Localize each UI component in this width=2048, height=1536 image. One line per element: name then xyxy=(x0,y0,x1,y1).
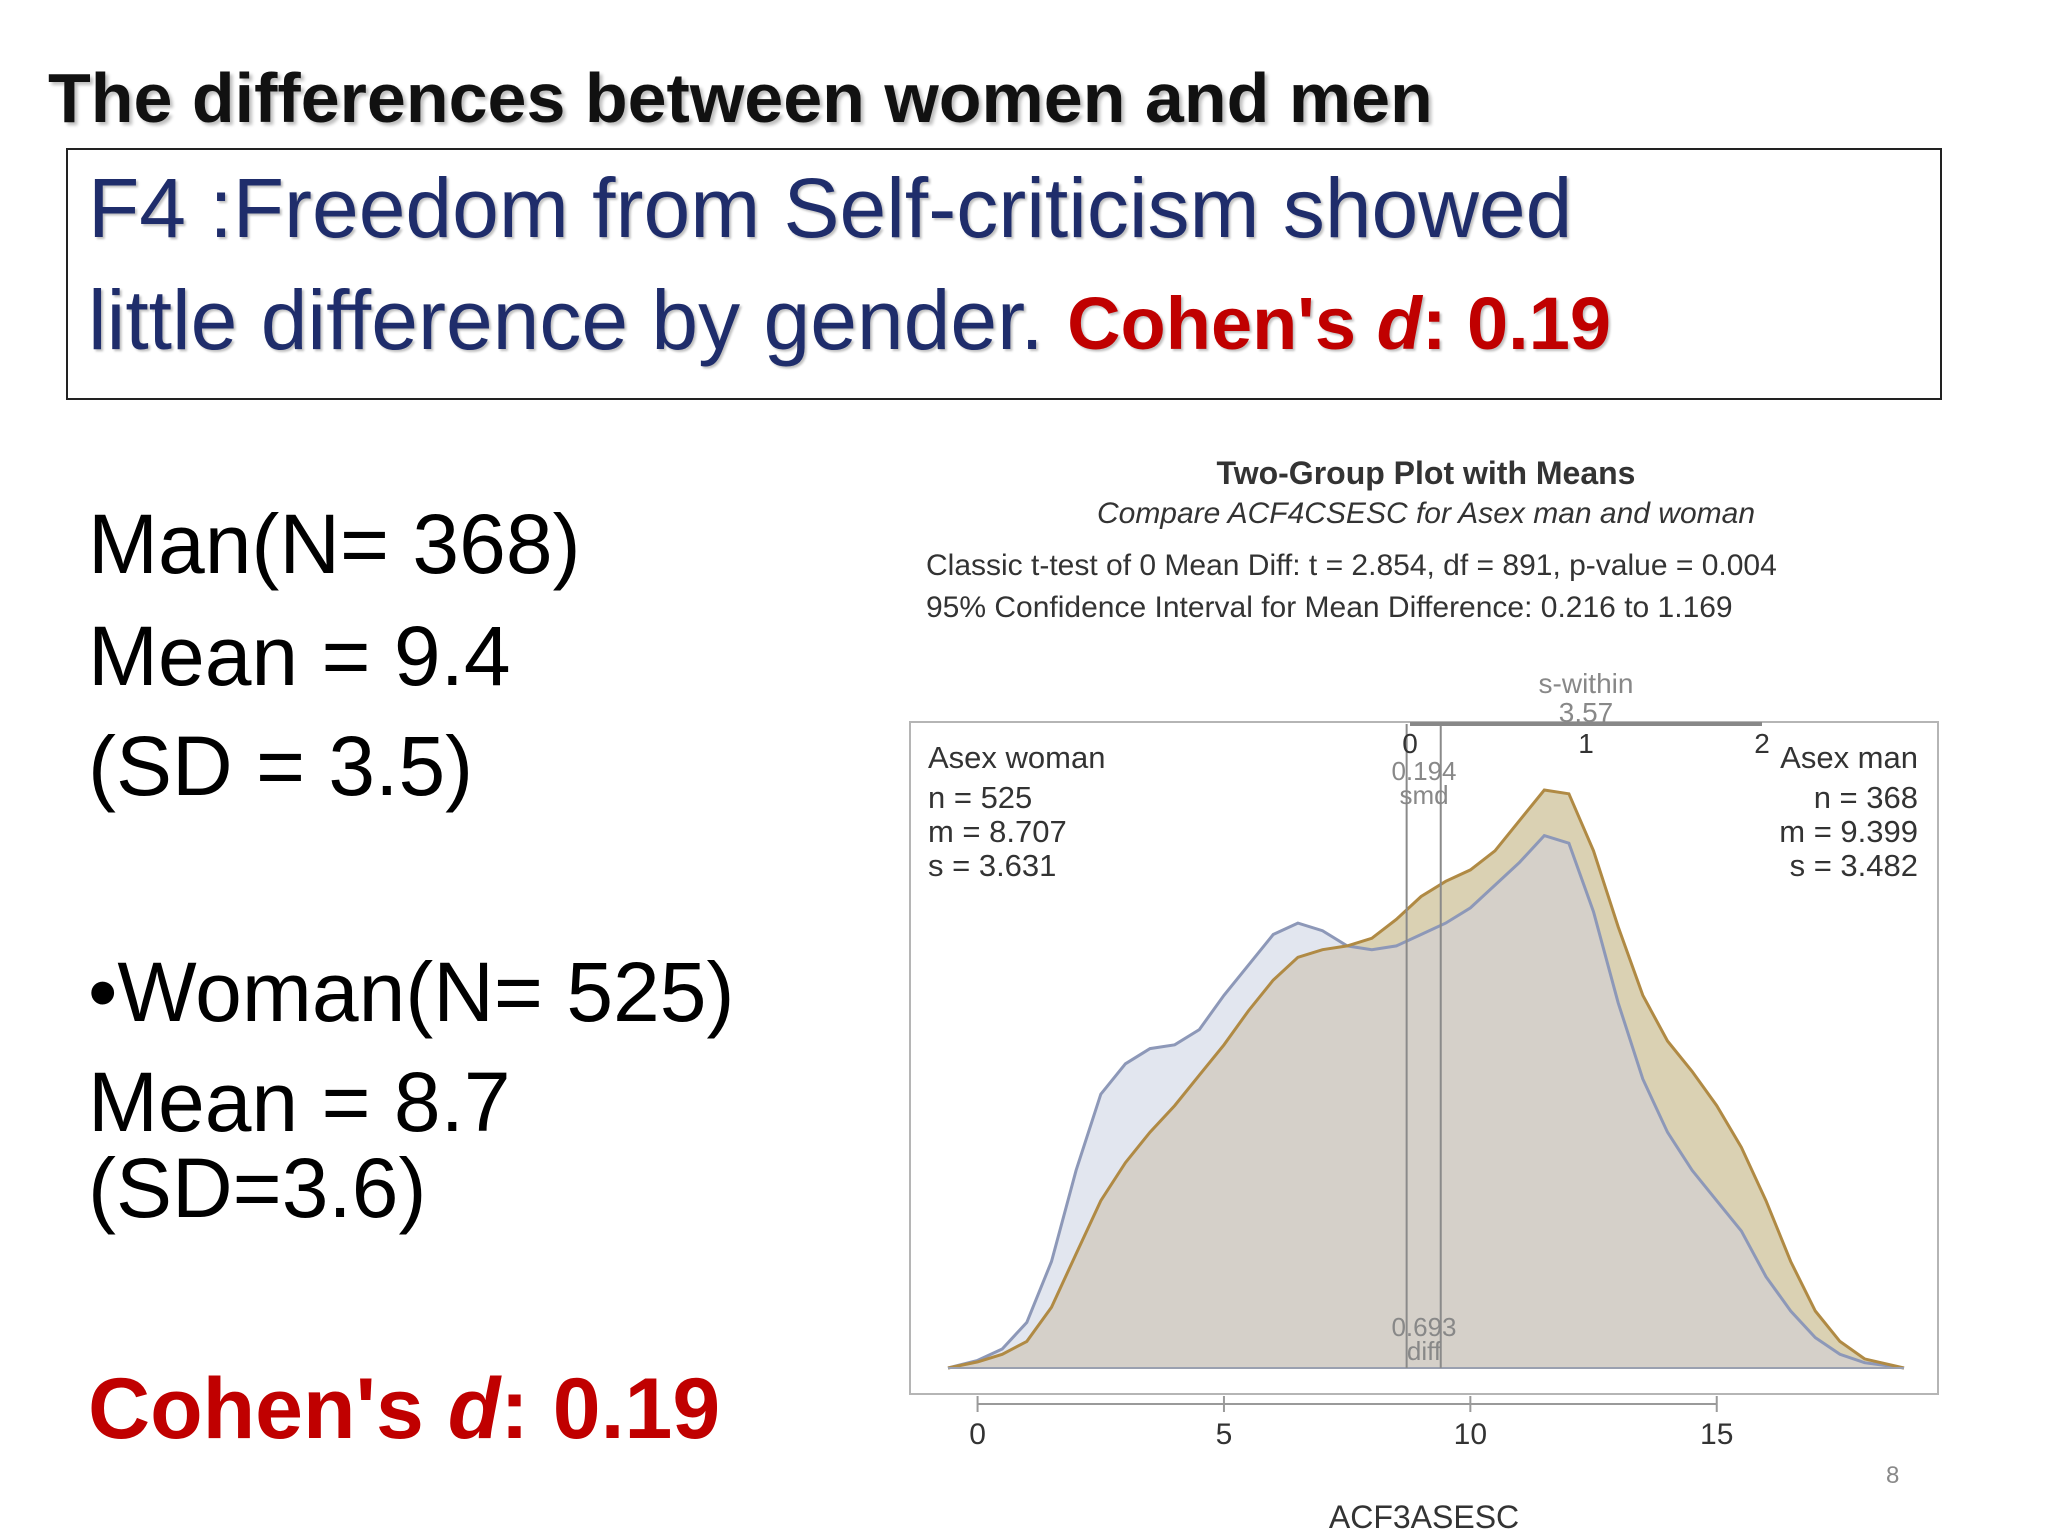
headline-cohen: Cohen's d: 0.19 xyxy=(1067,282,1611,365)
woman-mean: Mean = 8.7 xyxy=(88,1055,511,1149)
slide-title: The differences between women and men xyxy=(48,59,1433,137)
diff-label: diff xyxy=(1407,1336,1442,1366)
ttest-line: Classic t-test of 0 Mean Diff: t = 2.854… xyxy=(926,549,1777,582)
man-group-s: s = 3.482 xyxy=(1790,848,1918,883)
s-within-tick-2: 2 xyxy=(1754,728,1770,759)
density-overlap xyxy=(948,835,1904,1368)
cohen-bottom: Cohen's d: 0.19 xyxy=(88,1360,720,1459)
x-tick-label: 0 xyxy=(969,1418,986,1451)
man-group-name: Asex man xyxy=(1780,740,1918,775)
cohen-bottom-label: Cohen's xyxy=(88,1361,448,1457)
page-number: 8 xyxy=(1886,1462,1900,1489)
s-within-tick-1: 1 xyxy=(1578,728,1594,759)
x-tick-label: 10 xyxy=(1454,1418,1487,1451)
headline-line-2-text: little difference by gender. xyxy=(88,273,1044,367)
headline-box xyxy=(66,148,1942,400)
man-group-m: m = 9.399 xyxy=(1779,814,1918,849)
x-axis-label: ACF3ASESC xyxy=(1329,1499,1519,1535)
x-tick-label: 5 xyxy=(1216,1418,1233,1451)
woman-n: •Woman(N= 525) xyxy=(88,945,735,1039)
density-line-man xyxy=(947,788,1905,1370)
headline-line-2: little difference by gender. Cohen's d: … xyxy=(88,272,1611,369)
x-tick-label: 15 xyxy=(1700,1418,1733,1451)
man-mean: Mean = 9.4 xyxy=(88,609,511,703)
s-within-tick-0: 0 xyxy=(1402,728,1418,759)
smd-label: smd xyxy=(1399,780,1448,810)
woman-group-s: s = 3.631 xyxy=(928,848,1056,883)
x-axis: 0 5 10 15 xyxy=(969,1396,1733,1451)
man-n: Man(N= 368) xyxy=(88,497,581,591)
headline-cohen-d: d xyxy=(1376,282,1422,365)
woman-group-m: m = 8.707 xyxy=(928,814,1067,849)
chart-title: Two-Group Plot with Means xyxy=(1217,455,1636,491)
woman-group-n: n = 525 xyxy=(928,780,1032,815)
woman-sd: (SD=3.6) xyxy=(88,1141,427,1235)
headline-cohen-label: Cohen's xyxy=(1067,282,1377,365)
cohen-bottom-d: d xyxy=(447,1361,501,1457)
headline-cohen-value: : 0.19 xyxy=(1421,282,1612,365)
headline-line-1: F4 :Freedom from Self-criticism showed xyxy=(88,161,1573,255)
man-group-n: n = 368 xyxy=(1814,780,1918,815)
s-within-label: s-within xyxy=(1539,668,1634,699)
chart-subtitle: Compare ACF4CSESC for Asex man and woman xyxy=(1097,497,1755,530)
woman-group-name: Asex woman xyxy=(928,740,1105,775)
cohen-bottom-value: : 0.19 xyxy=(500,1361,721,1457)
diff-value: 0.693 xyxy=(1391,1312,1456,1342)
smd-value: 0.194 xyxy=(1391,756,1456,786)
man-sd: (SD = 3.5) xyxy=(88,719,474,813)
mean-lines xyxy=(1405,724,1442,1368)
ci-line: 95% Confidence Interval for Mean Differe… xyxy=(926,591,1733,624)
density-line-woman xyxy=(947,833,1905,1370)
density-layer xyxy=(947,788,1905,1370)
